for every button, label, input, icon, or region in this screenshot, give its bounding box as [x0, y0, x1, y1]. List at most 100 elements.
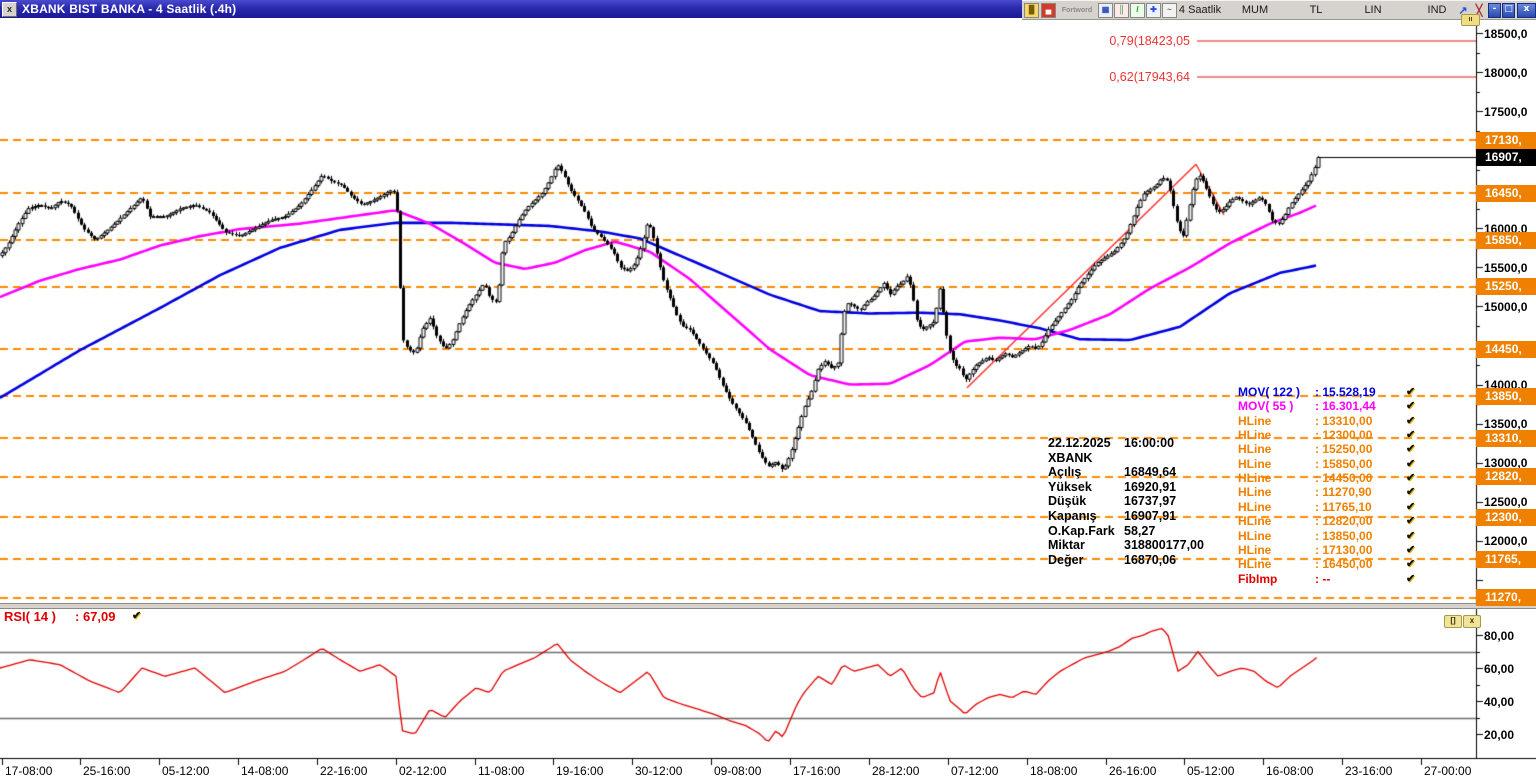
chart-columns-icon[interactable]: ▐▌	[1024, 3, 1039, 18]
indicator-button[interactable]: IND	[1427, 4, 1447, 16]
legend-check-icon[interactable]: ✔	[1406, 443, 1416, 456]
fib-level-label: 0,79(18423,05	[1109, 34, 1190, 48]
infobox-label: 22.12.2025	[1048, 436, 1111, 450]
infobox-label: Miktar	[1048, 538, 1085, 553]
restore-button[interactable]: □	[1502, 3, 1515, 18]
legend-row: HLine: 12300,00 ✔	[1238, 428, 1428, 442]
hline-price-tag[interactable]: 17130,	[1476, 131, 1536, 149]
hline-price-tag[interactable]: 15250,	[1476, 278, 1536, 296]
infobox-value: 58,27	[1124, 523, 1156, 538]
legend-row: HLine : 15850,00 ✔	[1238, 457, 1428, 471]
legend-row: HLine: 11270,90 ✔	[1238, 485, 1428, 499]
legend-check-icon[interactable]: ✔	[1406, 472, 1416, 485]
legend-check-icon[interactable]: ✔	[1406, 457, 1416, 470]
hline-price-tag[interactable]: 12300,	[1476, 508, 1536, 526]
tools-button[interactable]: ╳	[1475, 5, 1483, 17]
time-axis-label: 23-16:00	[1345, 764, 1393, 778]
legend-label: HLine	[1238, 428, 1272, 443]
rsi-axis-label: 80,00	[1484, 628, 1515, 643]
pointer-tool-button[interactable]: ↗	[1458, 5, 1468, 17]
time-axis-label: 25-16:00	[83, 764, 131, 778]
legend-check-icon[interactable]: ✔	[1406, 414, 1416, 427]
time-axis-label: 09-08:00	[714, 764, 762, 778]
legend-label: MOV( 55 )	[1238, 399, 1294, 414]
price-axis-label: 12500,0	[1484, 495, 1528, 510]
legend-check-icon[interactable]: ✔	[1406, 500, 1416, 513]
rsi-axis-label: 60,00	[1484, 661, 1515, 676]
chart-analysis-icon[interactable]: ▄	[1041, 3, 1056, 18]
legend-check-icon[interactable]: ✔	[1406, 429, 1416, 442]
infobox-row: Açılış 16849,64	[1048, 465, 1238, 479]
time-axis-label: 19-16:00	[556, 764, 604, 778]
hline-price-tag[interactable]: 15850,	[1476, 231, 1536, 249]
price-axis-label: 15500,0	[1484, 260, 1528, 275]
hline-price-tag[interactable]: 14450,	[1476, 340, 1536, 358]
minimize-button[interactable]: -	[1488, 3, 1501, 18]
time-axis-label: 30-12:00	[635, 764, 683, 778]
legend-label: HLine	[1238, 456, 1272, 471]
time-axis-label: 17-16:00	[793, 764, 841, 778]
window-close-icon[interactable]: x	[2, 2, 17, 17]
legend-check-icon[interactable]: ✔	[1406, 572, 1416, 585]
time-axis-label: 05-12:00	[162, 764, 210, 778]
infobox-row: 22.12.2025 16:00:00	[1048, 436, 1238, 450]
rsi-restore-button[interactable]: []	[1444, 615, 1462, 628]
rsi-value: : 67,09	[75, 609, 116, 624]
price-axis-label: 17500,0	[1484, 104, 1528, 119]
pane-divider[interactable]	[0, 603, 1536, 609]
hline-price-tag[interactable]: 11765,	[1476, 550, 1536, 568]
hline-price-tag[interactable]: 13850,	[1476, 387, 1536, 405]
legend-value: : 15850,00	[1315, 456, 1373, 471]
window-title: XBANK BIST BANKA - 4 Saatlik (.4h)	[22, 2, 237, 16]
hline-price-tag[interactable]: 16450,	[1476, 184, 1536, 202]
infobox-label: Kapanış	[1048, 509, 1097, 523]
legend-row: HLine: 15250,00 ✔	[1238, 442, 1428, 456]
scale-button[interactable]: LIN	[1364, 4, 1382, 16]
time-axis-label: 02-12:00	[399, 764, 447, 778]
wave-icon[interactable]: ~	[1162, 3, 1177, 18]
hline-price-tag[interactable]: 12820,	[1476, 468, 1536, 486]
legend-check-icon[interactable]: ✔	[1406, 529, 1416, 542]
legend-row: FibImp: -- ✔	[1238, 572, 1428, 586]
price-axis-label: 13000,0	[1484, 456, 1528, 471]
infobox-value: 16849,64	[1124, 465, 1177, 480]
title-bar: x XBANK BIST BANKA - 4 Saatlik (.4h)	[0, 0, 1022, 18]
last-price-tag: 16907,	[1476, 148, 1536, 166]
legend-check-icon[interactable]: ✔	[1406, 486, 1416, 499]
table-icon[interactable]: ▦	[1098, 3, 1113, 18]
hline-price-tag[interactable]: 11270,	[1476, 589, 1536, 607]
fib-level-label: 0,62(17943,64	[1109, 70, 1190, 84]
legend-value: : 13310,00	[1315, 413, 1373, 428]
legend-row: HLine: 13310,00 ✔	[1238, 414, 1428, 428]
rsi-close-button[interactable]: x	[1463, 615, 1481, 628]
infobox-row: O.Kap.Fark 58,27	[1048, 524, 1238, 538]
legend-check-icon[interactable]: ✔	[1406, 400, 1416, 413]
infobox-row: Kapanış 16907,91	[1048, 509, 1238, 523]
currency-button[interactable]: TL	[1309, 4, 1323, 16]
candle-style-button[interactable]: MUM	[1241, 4, 1269, 16]
legend-row: HLine: 13850,00 ✔	[1238, 529, 1428, 543]
legend-check-icon[interactable]: ✔	[1406, 386, 1416, 398]
rsi-axis-label: 40,00	[1484, 694, 1515, 709]
legend-check-icon[interactable]: ✔	[1406, 558, 1416, 571]
legend-check-icon[interactable]: ✔	[1406, 515, 1416, 528]
time-axis-label: 07-12:00	[951, 764, 999, 778]
toolbar: ▐▌ ▄ Fortword ▦ ║ / ✚ ~4 Saatlik MUM TL LIN IND ↗ ╳ - □…	[1022, 0, 1536, 20]
hline-price-tag[interactable]: 13310,	[1476, 429, 1536, 447]
chart-candle-icon[interactable]: ║	[1114, 3, 1129, 18]
legend-check-icon[interactable]: ✔	[1406, 543, 1416, 556]
legend-value: : 16450,00	[1315, 557, 1373, 572]
forward-logo[interactable]: Fortword	[1058, 6, 1096, 15]
legend-value: : 11270,90	[1315, 485, 1372, 500]
pencil-icon[interactable]: /	[1130, 3, 1145, 18]
legend-value: : 15.528,19	[1315, 385, 1376, 399]
period-button[interactable]: 4 Saatlik	[1178, 4, 1222, 16]
compass-icon[interactable]: ✚	[1146, 3, 1161, 18]
legend-row: HLine: 17130,00 ✔	[1238, 543, 1428, 557]
close-button[interactable]: x	[1517, 3, 1536, 18]
chart-tag-icon[interactable]: ıı	[1461, 14, 1480, 26]
legend-label: HLine	[1238, 514, 1272, 529]
rsi-label: RSI( 14 )	[4, 609, 57, 624]
rsi-check-icon[interactable]: ✔	[132, 610, 142, 622]
